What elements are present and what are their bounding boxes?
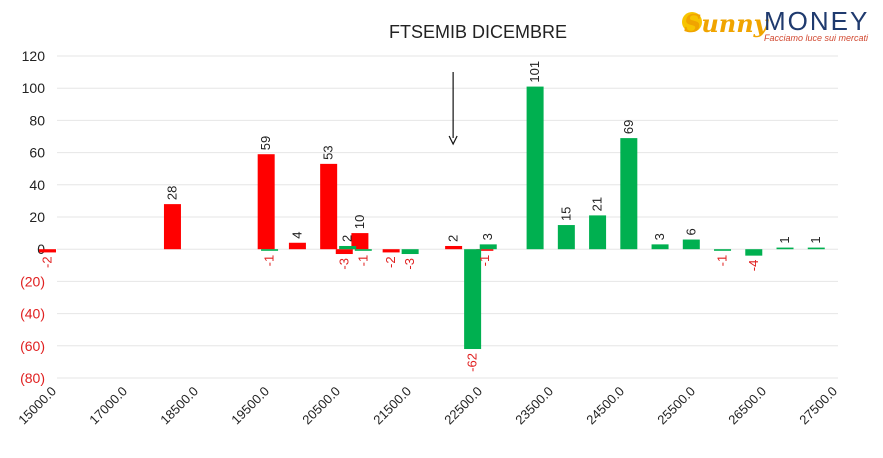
bar — [682, 239, 700, 250]
data-label: 4 — [289, 232, 304, 239]
y-axis-ticks: 120100806040200(20)(40)(60)(80) — [20, 48, 45, 386]
data-label: 3 — [480, 233, 495, 240]
x-axis-ticks: 15000.0 17000.0 18500.0 19500.0 20500.0 21500… — [15, 384, 840, 428]
bar — [288, 242, 306, 250]
bar — [476, 249, 494, 251]
bar — [354, 249, 372, 251]
y-tick-label: (80) — [20, 370, 45, 386]
bar — [557, 225, 575, 250]
bar — [651, 244, 669, 250]
logo-tagline: Facciamo luce sui mercati — [764, 33, 869, 43]
x-tick-label: 20500.0 — [299, 384, 343, 428]
data-label: -62 — [465, 353, 480, 372]
x-tick-label: 24500.0 — [583, 384, 627, 428]
bar — [526, 86, 544, 250]
y-tick-label: (60) — [20, 338, 45, 354]
x-tick-label: 23500.0 — [512, 384, 556, 428]
data-label: 6 — [683, 228, 698, 235]
y-tick-label: 120 — [22, 48, 46, 64]
data-label: -3 — [336, 258, 351, 270]
data-label: 3 — [652, 233, 667, 240]
sunny-money-logo: Sunny MONEY Facciamo luce sui mercati — [682, 6, 869, 43]
x-tick-label: 17000.0 — [86, 384, 130, 428]
logo-money-text: MONEY — [764, 6, 869, 36]
data-label: 2 — [446, 235, 461, 242]
bar — [620, 138, 638, 250]
x-tick-label: 19500.0 — [228, 384, 272, 428]
data-label: -4 — [746, 260, 761, 272]
bar — [382, 249, 400, 253]
y-tick-label: 100 — [22, 80, 46, 96]
y-tick-label: 60 — [29, 145, 45, 161]
data-label: 1 — [808, 236, 823, 243]
data-label: 2 — [340, 235, 355, 242]
bar — [589, 215, 607, 250]
logo-sunny-text: Sunny — [684, 9, 770, 38]
data-label: 53 — [321, 145, 336, 159]
price-arrow — [448, 72, 458, 146]
bar — [335, 249, 353, 255]
data-label: 1 — [777, 236, 792, 243]
data-label: 10 — [352, 215, 367, 229]
x-tick-label: 21500.0 — [370, 384, 414, 428]
bar — [163, 204, 181, 250]
data-labels: -2 28 59 4 53 -3 10 -2 2 -1 -1 2 -1 -3 -62 3 101 15 21 69 3 6… — [40, 61, 824, 372]
data-label: -3 — [402, 258, 417, 270]
bar — [261, 249, 279, 251]
data-label: 15 — [558, 207, 573, 221]
bar — [351, 233, 369, 250]
bar — [401, 249, 419, 255]
data-label: 69 — [621, 120, 636, 134]
sun-icon — [682, 12, 702, 32]
x-tick-label: 18500.0 — [157, 384, 201, 428]
data-label: -1 — [715, 255, 730, 267]
data-label: -1 — [355, 255, 370, 267]
bar — [39, 249, 56, 253]
x-tick-label: 22500.0 — [441, 384, 485, 428]
data-label: 21 — [590, 197, 605, 211]
y-tick-label: (20) — [20, 273, 45, 289]
bar — [464, 249, 482, 350]
data-label: -1 — [262, 255, 277, 267]
data-label: -1 — [477, 255, 492, 267]
arrow-head-icon — [448, 135, 458, 146]
bars — [39, 86, 825, 350]
y-tick-label: (40) — [20, 306, 45, 322]
bar — [479, 244, 497, 250]
bar — [745, 249, 763, 256]
x-tick-label: 26500.0 — [725, 384, 769, 428]
bar — [714, 249, 732, 251]
bar — [807, 247, 825, 250]
x-tick-label: 25500.0 — [654, 384, 698, 428]
data-label: 59 — [258, 136, 273, 150]
data-label: -2 — [383, 256, 398, 268]
bar — [320, 163, 338, 250]
y-tick-label: 80 — [29, 112, 45, 128]
y-tick-label: 20 — [29, 209, 45, 225]
y-tick-label: 40 — [29, 177, 45, 193]
bar — [339, 245, 357, 250]
x-tick-label: 15000.0 — [15, 384, 59, 428]
data-label: -2 — [40, 256, 55, 268]
bar — [257, 154, 275, 250]
x-tick-label: 27500.0 — [796, 384, 840, 428]
bar — [445, 245, 463, 250]
chart-grid — [57, 55, 838, 379]
data-label: 28 — [164, 186, 179, 200]
bar — [776, 247, 794, 250]
data-label: 101 — [527, 61, 542, 83]
chart-title: FTSEMIB DICEMBRE — [389, 22, 567, 42]
